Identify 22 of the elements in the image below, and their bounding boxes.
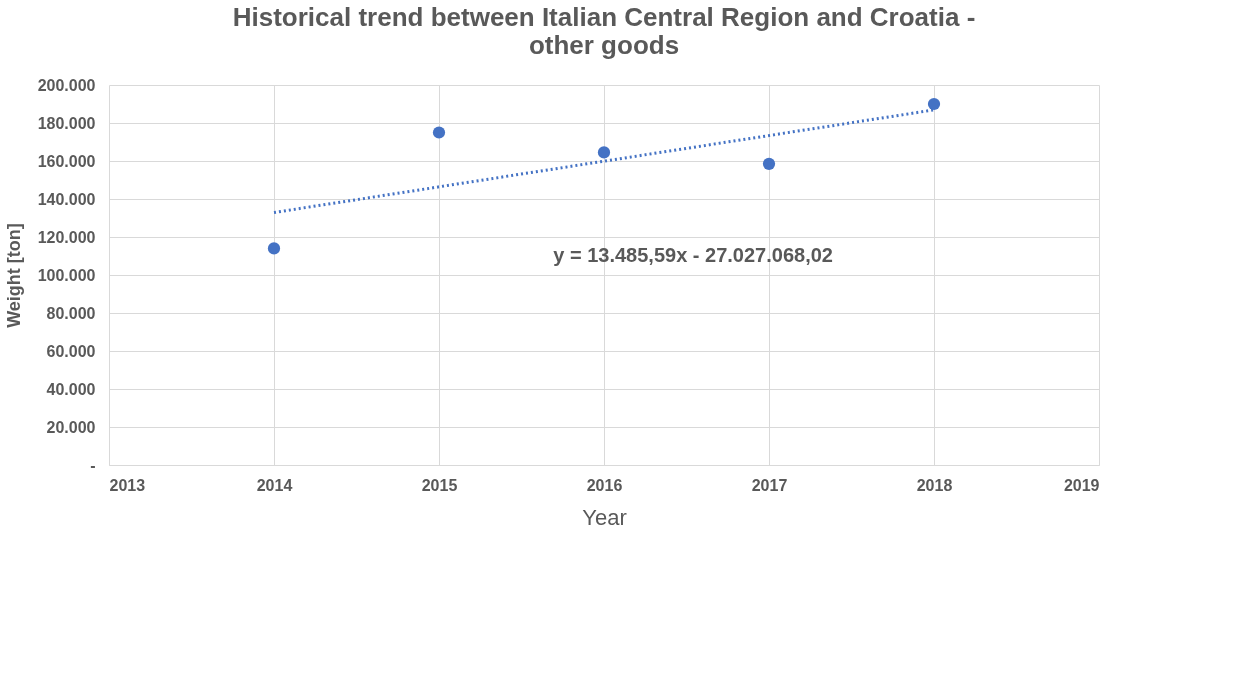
x-tick-label: 2013 [109, 476, 146, 494]
annotation: y = 13.485,59x - 27.027.068,02 [553, 244, 833, 266]
x-tick-label: 2016 [586, 476, 623, 494]
y-tick-label: 200.000 [37, 76, 96, 94]
x-tick-label: 2018 [916, 476, 953, 494]
y-tick-label: 180.000 [37, 114, 96, 132]
x-axis-title: Year [582, 504, 627, 530]
y-tick-label: - [90, 456, 96, 474]
y-tick-label: 100.000 [37, 266, 96, 284]
y-tick-label: 140.000 [37, 190, 96, 208]
x-tick-label: 2019 [1063, 476, 1100, 494]
x-tick-label: 2017 [751, 476, 788, 494]
y-tick-label: 160.000 [37, 152, 96, 170]
y-axis-title: Weight [ton] [3, 223, 24, 328]
y-tick-label: 40.000 [46, 380, 96, 398]
y-tick-label: 80.000 [46, 304, 96, 322]
x-tick-label: 2015 [421, 476, 458, 494]
y-tick-label: 60.000 [46, 342, 96, 360]
chart-title: Historical trend between Italian Central Region and Croatia - other goods [232, 2, 976, 60]
y-tick-label: 20.000 [46, 418, 96, 436]
y-tick-label: 120.000 [37, 228, 96, 246]
x-tick-label: 2014 [256, 476, 293, 494]
